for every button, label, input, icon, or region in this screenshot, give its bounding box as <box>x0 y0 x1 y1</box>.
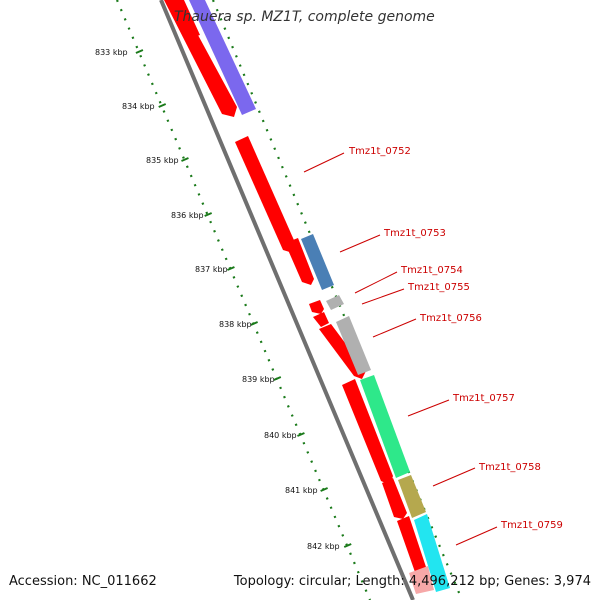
ruler-major-tick <box>250 321 259 326</box>
gene-label: Tmz1t_0755 <box>407 282 470 293</box>
ruler-label: 838 kbp <box>219 320 252 329</box>
map-title: Thauera sp. MZ1T, complete genome <box>174 9 435 25</box>
cds-arrow <box>409 566 434 594</box>
feature-purple <box>189 0 256 115</box>
ruler-major-tick <box>181 157 189 162</box>
outer-feature-track <box>189 0 450 592</box>
feature-green <box>360 375 410 478</box>
cds-arrow <box>164 0 237 117</box>
ruler-labels: 833 kbp 834 kbp 835 kbp 836 kbp 837 kbp … <box>95 48 340 551</box>
accession-text: Accession: NC_011662 <box>9 574 157 589</box>
callout-line <box>372 318 417 338</box>
cds-arrow <box>313 312 329 327</box>
topology-text: Topology: circular; Length: 4,496,212 bp… <box>233 574 591 589</box>
gene-label: Tmz1t_0753 <box>383 228 446 239</box>
feature-olive <box>398 475 426 518</box>
feature-cyan <box>414 514 450 592</box>
cds-arrow <box>235 136 297 253</box>
ruler-ticks <box>135 49 352 548</box>
ruler-major-tick <box>135 49 144 54</box>
cds-arrow <box>382 478 407 519</box>
cds-arrow <box>285 238 314 285</box>
gene-label: Tmz1t_0752 <box>348 146 411 157</box>
callout-line <box>354 271 398 294</box>
ruler-major-tick <box>343 543 352 548</box>
feature-gray <box>336 316 371 375</box>
gene-labels: Tmz1t_0752 Tmz1t_0753 Tmz1t_0754 Tmz1t_0… <box>348 146 563 531</box>
gene-label: Tmz1t_0758 <box>478 462 541 473</box>
genome-backbone <box>159 0 415 600</box>
ruler-label: 836 kbp <box>171 211 204 220</box>
ruler-label: 837 kbp <box>195 265 228 274</box>
callout-line <box>361 288 405 305</box>
ruler-major-tick <box>227 266 235 271</box>
ruler-label: 835 kbp <box>146 156 179 165</box>
feature-gray-small <box>326 295 344 310</box>
ruler-major-tick <box>158 103 167 108</box>
cds-arrow <box>342 379 393 485</box>
gene-label: Tmz1t_0757 <box>452 393 515 404</box>
callout-line <box>455 526 498 546</box>
ruler-label: 841 kbp <box>285 486 318 495</box>
ruler-label: 833 kbp <box>95 48 128 57</box>
feature-steelblue <box>301 234 334 290</box>
ruler-major-tick <box>273 376 282 381</box>
ruler-label: 842 kbp <box>307 542 340 551</box>
callout-line <box>407 399 450 417</box>
ruler-label: 834 kbp <box>122 102 155 111</box>
gene-callouts <box>303 152 498 546</box>
inner-cds-track <box>164 0 434 594</box>
cds-arrow <box>176 0 200 38</box>
gene-label: Tmz1t_0756 <box>419 313 482 324</box>
callout-line <box>303 152 345 173</box>
ruler-major-tick <box>297 432 305 437</box>
gene-label: Tmz1t_0754 <box>400 265 463 276</box>
ruler-label: 840 kbp <box>264 431 297 440</box>
callout-line <box>432 467 476 487</box>
ruler-major-tick <box>320 487 329 492</box>
ruler-major-tick <box>204 212 213 217</box>
cds-arrow <box>309 300 324 314</box>
ruler-label: 839 kbp <box>242 375 275 384</box>
callout-line <box>339 234 381 253</box>
gene-label: Tmz1t_0759 <box>500 520 563 531</box>
